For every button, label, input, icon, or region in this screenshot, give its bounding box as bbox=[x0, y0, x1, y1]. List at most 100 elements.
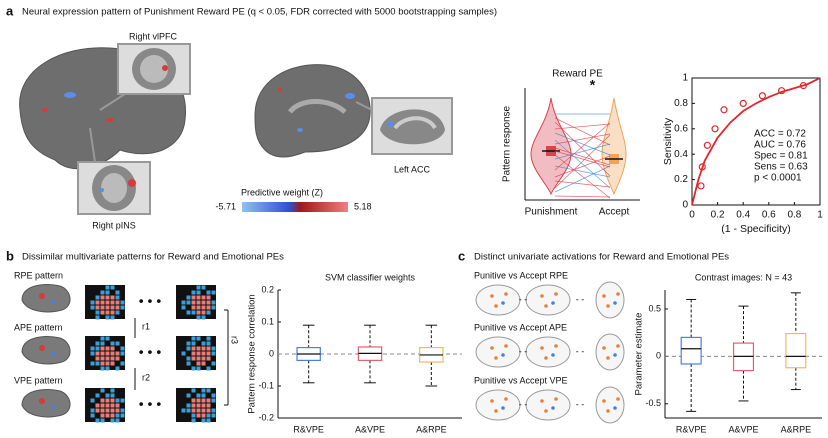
ellipsis: - - bbox=[519, 399, 528, 409]
pattern-cell bbox=[115, 310, 120, 315]
activation bbox=[501, 406, 505, 410]
pattern-cell bbox=[120, 413, 125, 418]
pattern-cell bbox=[115, 418, 120, 423]
pattern-cell bbox=[105, 336, 110, 341]
pattern-cell bbox=[115, 408, 120, 413]
pattern-cell bbox=[100, 413, 105, 418]
roc-point bbox=[711, 125, 719, 133]
pattern-cell bbox=[115, 290, 120, 295]
pattern-cell bbox=[100, 408, 105, 413]
pattern-cell bbox=[191, 346, 196, 351]
pattern-cell bbox=[100, 290, 105, 295]
pattern-cell bbox=[95, 408, 100, 413]
y-tick-label: 0.5 bbox=[648, 303, 661, 313]
pattern-cell bbox=[90, 346, 95, 351]
pattern-cell bbox=[95, 361, 100, 366]
pattern-cell bbox=[201, 315, 206, 320]
pattern-cell bbox=[211, 408, 216, 413]
pattern-cell bbox=[191, 351, 196, 356]
stat-label: ACC = 0.72 bbox=[754, 129, 806, 140]
pattern-cell bbox=[95, 393, 100, 398]
pattern-cell bbox=[120, 408, 125, 413]
activation bbox=[544, 304, 548, 308]
pattern-cell bbox=[110, 356, 115, 361]
activation bbox=[544, 409, 548, 413]
y-tick-label: 0.2 bbox=[261, 284, 274, 294]
pattern-cell bbox=[191, 403, 196, 408]
pattern-cell bbox=[115, 413, 120, 418]
activation bbox=[616, 397, 620, 401]
ellipsis: - - bbox=[576, 294, 585, 304]
pattern-cell bbox=[120, 346, 125, 351]
pattern-cell bbox=[211, 393, 216, 398]
brain-outline bbox=[595, 333, 625, 371]
pattern-cell bbox=[211, 361, 216, 366]
pattern-cell bbox=[186, 393, 191, 398]
pattern-cell bbox=[196, 295, 201, 300]
panel-letter: a bbox=[6, 3, 14, 18]
activation bbox=[504, 292, 508, 296]
pattern-cell bbox=[201, 351, 206, 356]
pattern-cell bbox=[105, 398, 110, 403]
pattern-cell bbox=[196, 393, 201, 398]
pattern-cell bbox=[191, 300, 196, 305]
callout-acc bbox=[355, 97, 453, 155]
pattern-cell bbox=[206, 336, 211, 341]
brain-spot bbox=[52, 405, 56, 409]
brain-outline bbox=[525, 284, 571, 316]
panel-letter: b bbox=[6, 248, 14, 263]
activation bbox=[613, 301, 617, 305]
pattern-cell bbox=[100, 398, 105, 403]
pattern-cell bbox=[196, 310, 201, 315]
activation bbox=[540, 399, 544, 403]
pattern-cell bbox=[105, 290, 110, 295]
pattern-cell bbox=[196, 305, 201, 310]
pattern-cell bbox=[211, 305, 216, 310]
x-tick-label: R&VPE bbox=[293, 424, 324, 434]
activation bbox=[606, 356, 610, 360]
activation bbox=[540, 294, 544, 298]
pattern-cell bbox=[181, 300, 186, 305]
subject-line bbox=[554, 150, 611, 168]
pattern-cell bbox=[186, 408, 191, 413]
activation bbox=[613, 406, 617, 410]
pattern-cell bbox=[105, 300, 110, 305]
pattern-cell bbox=[110, 361, 115, 366]
pattern-cell bbox=[201, 310, 206, 315]
pattern-cell bbox=[120, 398, 125, 403]
pattern-cell bbox=[95, 310, 100, 315]
pattern-cell bbox=[105, 315, 110, 320]
roc-point bbox=[720, 106, 728, 114]
x-tick-label: A&VPE bbox=[728, 424, 758, 434]
activation bbox=[602, 346, 606, 350]
region-label: Right vlPFC bbox=[129, 31, 178, 41]
activation bbox=[501, 353, 505, 357]
brain-outline bbox=[525, 336, 571, 368]
region-label: Right pINS bbox=[92, 220, 136, 230]
y-tick-label: 0.6 bbox=[674, 123, 688, 134]
callout-pins bbox=[77, 127, 151, 215]
pattern-grids: • • • • • • • • • bbox=[85, 285, 216, 423]
x-tick-label: A&RPE bbox=[416, 424, 447, 434]
brain-icon bbox=[21, 284, 71, 313]
colorbar-title: Predictive weight (Z) bbox=[241, 187, 323, 197]
pattern-cell bbox=[206, 346, 211, 351]
pattern-cell bbox=[196, 408, 201, 413]
activation bbox=[616, 292, 620, 296]
correlation-label: r1 bbox=[142, 321, 150, 331]
pattern-cell bbox=[201, 356, 206, 361]
pattern-cell bbox=[110, 413, 115, 418]
pattern-cell bbox=[110, 305, 115, 310]
contrast-brains: - - - - - - - - - - - - bbox=[475, 281, 625, 424]
brain-spot bbox=[52, 352, 56, 356]
pattern-cell bbox=[206, 388, 211, 393]
pattern-cell bbox=[201, 413, 206, 418]
roc-point bbox=[758, 92, 767, 100]
chart-title: Contrast images: N = 43 bbox=[695, 272, 792, 282]
pattern-label: VPE pattern bbox=[14, 375, 63, 385]
activation bbox=[606, 304, 610, 308]
pattern-cell bbox=[95, 305, 100, 310]
pattern-cell bbox=[196, 398, 201, 403]
chart-title: Reward PE bbox=[552, 69, 603, 80]
box bbox=[785, 333, 807, 369]
